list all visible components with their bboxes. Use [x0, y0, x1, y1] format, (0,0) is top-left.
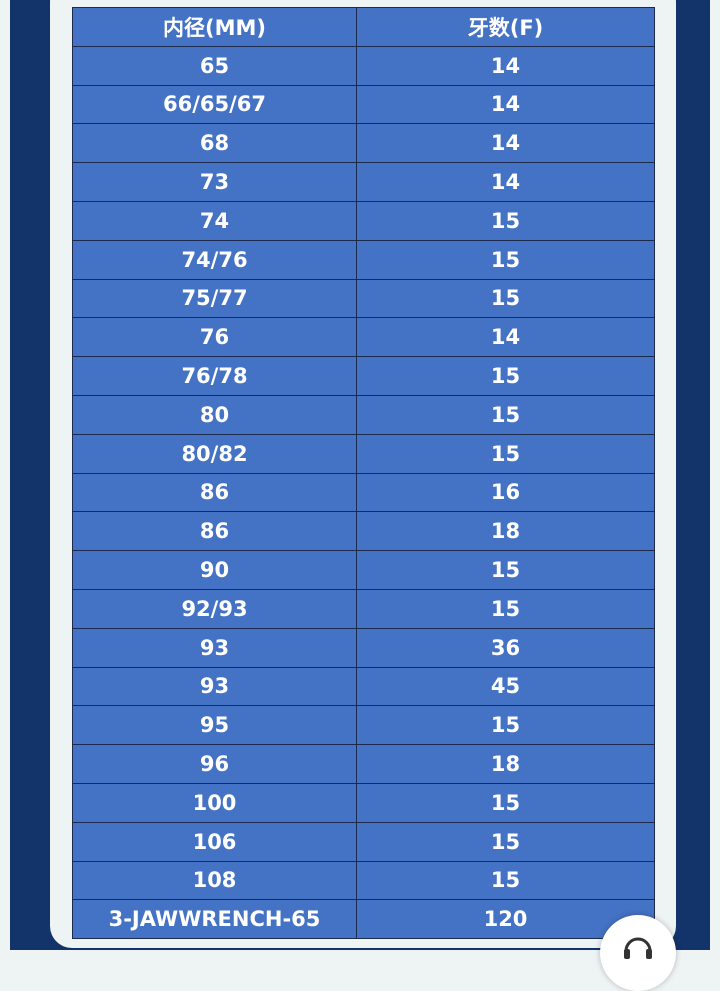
- thread-count-cell: 15: [356, 278, 655, 319]
- inner-diameter-cell: 73: [72, 162, 357, 202]
- thread-count-cell: 15: [356, 200, 655, 241]
- thread-count-cell: 14: [356, 162, 655, 202]
- table-row: 95 15: [72, 705, 655, 746]
- thread-count-cell: 15: [356, 433, 655, 474]
- table-row: 86 18: [72, 511, 655, 552]
- inner-diameter-cell: 74/76: [72, 239, 357, 280]
- thread-count-cell: 36: [356, 627, 655, 668]
- table-row: 66/65/67 14: [72, 84, 655, 125]
- table-row: 68 14: [72, 123, 655, 164]
- table-row: 106 15: [72, 821, 655, 862]
- inner-diameter-cell: 95: [72, 705, 357, 746]
- table-row: 75/77 15: [72, 278, 655, 319]
- inner-diameter-cell: 66/65/67: [72, 84, 357, 125]
- table-row: 76/78 15: [72, 356, 655, 396]
- inner-diameter-cell: 3-JAWWRENCH-65: [72, 899, 357, 940]
- thread-count-cell: 15: [356, 821, 655, 862]
- inner-diameter-cell: 86: [72, 511, 357, 552]
- table-row: 108 15: [72, 860, 655, 901]
- inner-diameter-cell: 80/82: [72, 433, 357, 474]
- customer-service-icon: [624, 937, 652, 959]
- table-row: 80/82 15: [72, 433, 655, 474]
- table-row: 92/93 15: [72, 588, 655, 629]
- thread-count-cell: 15: [356, 782, 655, 823]
- thread-count-cell: 45: [356, 666, 655, 707]
- table-row: 65 14: [72, 45, 655, 86]
- inner-diameter-cell: 93: [72, 666, 357, 707]
- inner-diameter-cell: 100: [72, 782, 357, 823]
- inner-diameter-cell: 90: [72, 550, 357, 590]
- thread-count-cell: 14: [356, 317, 655, 358]
- inner-diameter-cell: 80: [72, 394, 357, 435]
- inner-diameter-cell: 93: [72, 627, 357, 668]
- thread-count-cell: 14: [356, 45, 655, 86]
- thread-count-cell: 14: [356, 123, 655, 164]
- inner-diameter-cell: 76/78: [72, 356, 357, 396]
- inner-diameter-cell: 92/93: [72, 588, 357, 629]
- thread-count-cell: 14: [356, 84, 655, 125]
- inner-diameter-cell: 75/77: [72, 278, 357, 319]
- thread-count-cell: 15: [356, 394, 655, 435]
- spec-table: 内径(MM) 牙数(F) 65 14 66/65/67 14 68 14 73 14 74 15 7…: [72, 7, 655, 940]
- inner-diameter-cell: 65: [72, 45, 357, 86]
- table-row: 86 16: [72, 472, 655, 513]
- table-row: 74 15: [72, 200, 655, 241]
- table-row: 80 15: [72, 394, 655, 435]
- table-row: 74/76 15: [72, 239, 655, 280]
- inner-diameter-cell: 76: [72, 317, 357, 358]
- table-row: 100 15: [72, 782, 655, 823]
- inner-diameter-cell: 74: [72, 200, 357, 241]
- thread-count-cell: 16: [356, 472, 655, 513]
- thread-count-cell: 18: [356, 744, 655, 784]
- floating-service-button[interactable]: [600, 915, 676, 991]
- table-row: 90 15: [72, 550, 655, 590]
- inner-diameter-cell: 108: [72, 860, 357, 901]
- table-row: 76 14: [72, 317, 655, 358]
- table-row: 3-JAWWRENCH-65 120: [72, 899, 655, 940]
- inner-diameter-cell: 86: [72, 472, 357, 513]
- table-row: 93 45: [72, 666, 655, 707]
- inner-diameter-cell: 106: [72, 821, 357, 862]
- thread-count-cell: 15: [356, 860, 655, 901]
- thread-count-cell: 15: [356, 239, 655, 280]
- thread-count-cell: 15: [356, 705, 655, 746]
- table-header-row: 内径(MM) 牙数(F): [72, 7, 655, 47]
- thread-count-cell: 15: [356, 588, 655, 629]
- thread-count-cell: 15: [356, 356, 655, 396]
- table-row: 96 18: [72, 744, 655, 784]
- header-thread-count: 牙数(F): [356, 7, 655, 47]
- inner-diameter-cell: 68: [72, 123, 357, 164]
- table-row: 93 36: [72, 627, 655, 668]
- inner-diameter-cell: 96: [72, 744, 357, 784]
- header-inner-diameter: 内径(MM): [72, 7, 357, 47]
- thread-count-cell: 18: [356, 511, 655, 552]
- thread-count-cell: 15: [356, 550, 655, 590]
- table-row: 73 14: [72, 162, 655, 202]
